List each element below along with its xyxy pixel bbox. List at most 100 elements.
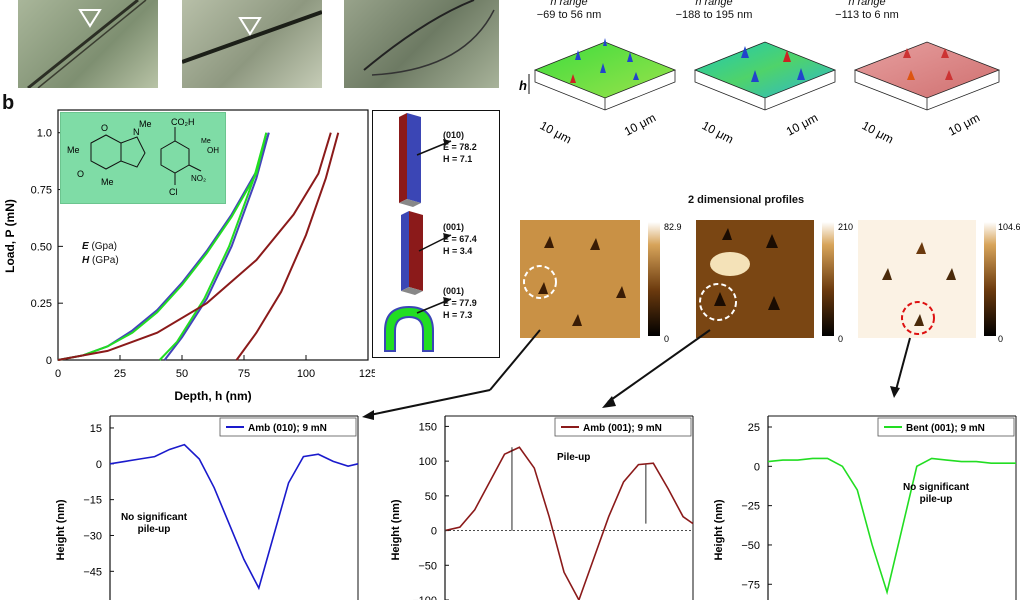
surface-plot-1 [533, 38, 677, 111]
legend: Bent (001); 9 mN [877, 417, 1015, 437]
oh-label: OH [207, 146, 219, 155]
profile-line [767, 457, 1016, 596]
colorbar-2 [822, 222, 834, 336]
svg-text:0: 0 [664, 334, 669, 344]
methyl-left-label: Me [67, 145, 80, 155]
methyl-top-label: Me [139, 119, 152, 129]
y-tick-label: 25 [748, 422, 760, 434]
crystal-schematic-panel: (010) E = 78.2 H = 7.1 (001) E = 67.4 H … [372, 110, 500, 358]
x-tick-label: 100 [297, 368, 315, 380]
annotation-line-1: No significant [903, 482, 970, 493]
load-depth-chart: 0 25 50 75 100 125 0 0.25 0.50 0.75 1.0 Load, P (m… [3, 109, 375, 403]
y-tick-label: 0.50 [31, 241, 52, 253]
surface-plot-2 [693, 41, 837, 111]
no2-label: NO₂ [191, 174, 206, 183]
optical-photo-2 [182, 0, 322, 88]
surface-plot-3 [853, 41, 1001, 111]
surface3-x-label: 10 μm [860, 118, 896, 146]
height-profile-chart-3: 25 0 −25 −50 −75 Height (nm) Bent (001); 9 mN N… [713, 415, 1017, 600]
y-tick-label: 50 [425, 491, 437, 503]
height-profile-chart-2: 150 100 50 0 −50 −100 Height (nm) Amb (001); 9 … [390, 415, 694, 600]
surface-title-1: h range −69 to 56 nm [536, 0, 602, 21]
afm-2d-maps: 82.9 0 210 0 104.6 0 [520, 220, 1020, 344]
cl-label: Cl [169, 187, 178, 197]
y-axis-label: Height (nm) [55, 499, 67, 560]
y-tick-label: −75 [741, 579, 760, 591]
legend: Amb (010); 9 mN [219, 417, 357, 437]
surface-plots: h 10 μm 10 μm 10 μm 10 μm 10 μm 10 μm [519, 38, 1001, 146]
crystal-3-props: (001) E = 77.9 H = 7.3 [443, 286, 477, 320]
svg-text:0: 0 [838, 334, 843, 344]
colorbar-1 [648, 222, 660, 336]
afm-map-3 [858, 220, 976, 338]
surface2-x-label: 10 μm [700, 118, 736, 146]
methyl-bottom-label: Me [101, 177, 114, 187]
optical-photo-3 [344, 0, 499, 88]
bent-crystal-graphic [363, 0, 495, 76]
y-tick-label: 100 [419, 456, 437, 468]
y-axis-label: Height (nm) [390, 499, 402, 560]
y-tick-label: 0 [431, 526, 437, 538]
surface-h-label: h [519, 78, 527, 93]
annotation-line-1: No significant [121, 512, 188, 523]
surface1-x-label: 10 μm [538, 118, 574, 146]
y-tick-label: 0.25 [31, 298, 52, 310]
svg-text:0: 0 [998, 334, 1003, 344]
crystal-strands-graphic [27, 0, 147, 88]
profile-line [109, 443, 359, 591]
panel-b-label: b [2, 92, 15, 114]
y-tick-label: 1.0 [37, 128, 52, 140]
y-tick-label: 0 [96, 459, 102, 471]
legend: Amb (001); 9 mN [554, 417, 692, 437]
y-tick-label: 0.75 [31, 185, 52, 197]
profile-line [444, 446, 694, 600]
y-tick-label: −50 [741, 540, 760, 552]
carbonyl-o-bottom-label: O [77, 169, 84, 179]
crystal-1-props: (010) E = 78.2 H = 7.1 [443, 130, 477, 164]
y-tick-label: 0 [754, 461, 760, 473]
afm-map-2 [696, 220, 814, 338]
y-tick-label: −50 [418, 560, 437, 572]
y-tick-label: 15 [90, 423, 102, 435]
y-tick-label: 0 [46, 355, 52, 367]
y-tick-label: −100 [412, 595, 437, 600]
co2h-label: CO₂H [171, 117, 195, 127]
x-tick-label: 50 [176, 368, 188, 380]
y-tick-label: 150 [419, 421, 437, 433]
surface2-y-label: 10 μm [784, 111, 820, 139]
svg-text:210: 210 [838, 222, 853, 232]
indent-marker-icon [238, 17, 262, 36]
y-tick-label: −15 [83, 495, 102, 507]
legend-label: Amb (001); 9 mN [583, 423, 662, 434]
y-axis-label: Height (nm) [713, 499, 725, 560]
crystal-strand-graphic [182, 10, 322, 64]
surface1-y-label: 10 μm [622, 111, 658, 139]
pile-up-annotation: Pile-up [557, 452, 590, 463]
methanol-me-label: Me [201, 138, 211, 145]
afm-map-1 [520, 220, 640, 338]
units-legend: E (Gpa) H (GPa) [82, 241, 119, 266]
series-1-unloading [158, 132, 268, 361]
height-profile-chart-1: 15 0 −15 −30 −45 Height (nm) Amb (010); 9 mN No… [55, 415, 359, 600]
surface3-y-label: 10 μm [946, 111, 982, 139]
load-axis-label: Load, P (mN) [3, 199, 17, 273]
x-tick-label: 125 [359, 368, 375, 380]
svg-text:82.9: 82.9 [664, 222, 682, 232]
x-tick-label: 75 [238, 368, 250, 380]
legend-label: Amb (010); 9 mN [248, 423, 327, 434]
n-top-label: N [133, 127, 140, 137]
connector-arrows [362, 329, 911, 420]
molecule-structure-graphic: CO₂H O O N Me Me Me Cl NO₂ OH Me [67, 117, 219, 197]
y-tick-label: −25 [741, 501, 760, 513]
depth-axis-label: Depth, h (nm) [174, 389, 251, 403]
crystal-2-props: (001) E = 67.4 H = 3.4 [443, 222, 477, 256]
profiles-2d-title: 2 dimensional profiles [688, 194, 805, 206]
surface-title-3: h range −113 to 6 nm [835, 0, 899, 21]
annotation-line-2: pile-up [920, 494, 953, 505]
svg-text:104.6: 104.6 [998, 222, 1020, 232]
y-tick-label: −45 [83, 566, 102, 578]
surface-title-2: h range −188 to 195 nm [675, 0, 753, 21]
series-2-unloading [235, 132, 340, 361]
series-1-loading [57, 132, 268, 361]
molecule-structure-box: CO₂H O O N Me Me Me Cl NO₂ OH Me [60, 112, 226, 204]
